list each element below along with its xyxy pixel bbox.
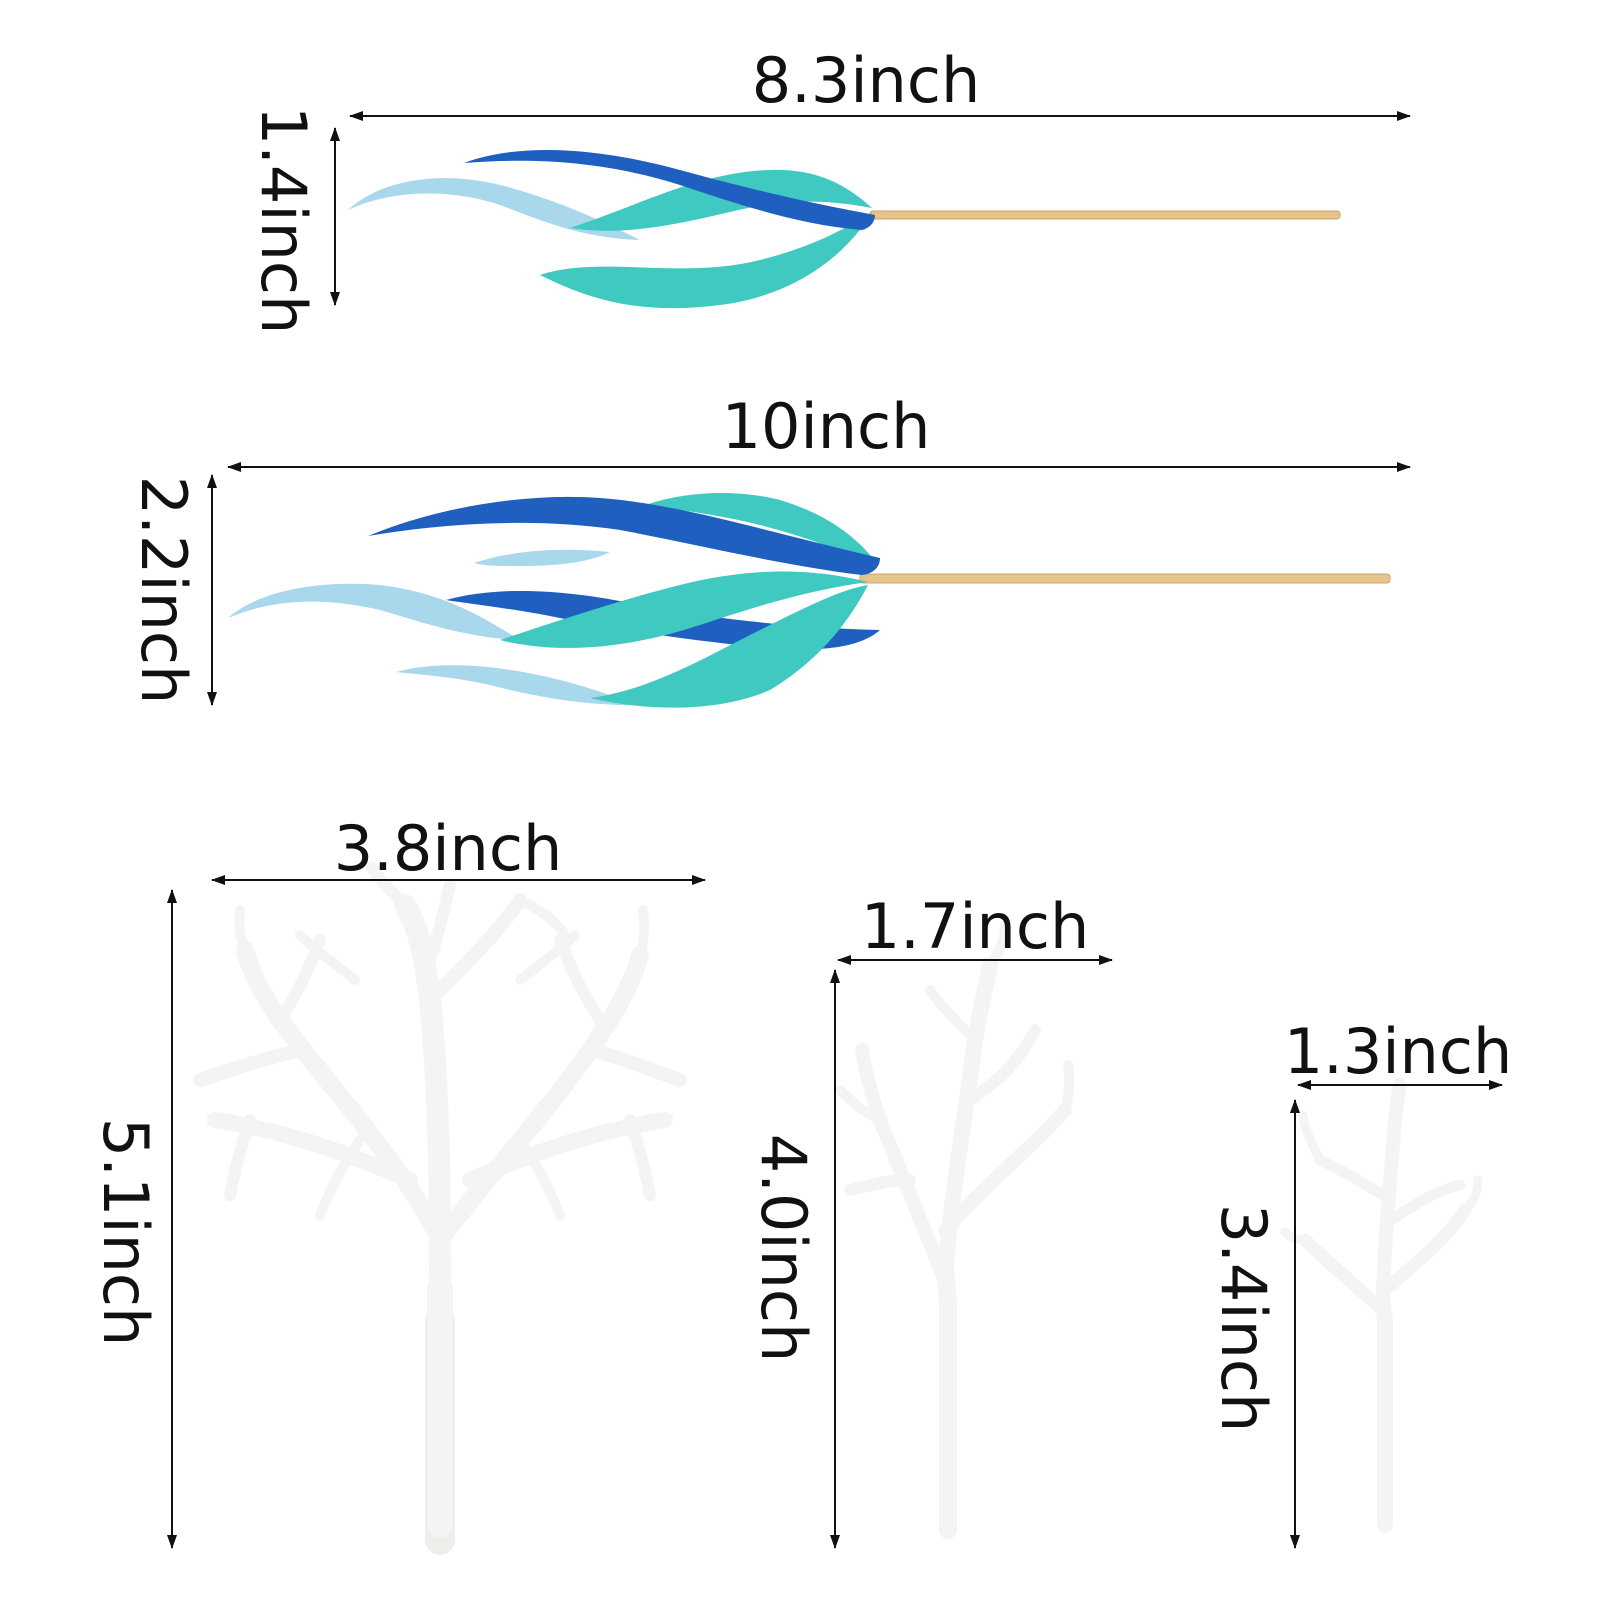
wooden-stick [869,210,1341,220]
label-coral-medium-height: 4.0inch [747,1134,820,1363]
dark-blue-blade-top [368,496,880,575]
label-coral-medium-width: 1.7inch [861,890,1090,963]
label-seaweed-large-width: 10inch [722,390,931,463]
teal-blade-upper [570,169,872,231]
wooden-stick [859,573,1391,584]
teal-blade-lower [540,212,872,309]
coral-tree-medium [835,920,1075,1539]
dimension-arrows [167,111,1503,1549]
light-blue-blade-top [474,549,610,566]
light-blue-blade-bottom [396,665,640,706]
teal-blade-mid [500,571,868,648]
label-coral-large-height: 5.1inch [89,1118,162,1347]
teal-blade-top [645,493,878,565]
light-blue-blade [348,178,640,240]
teal-blade-lower [590,585,868,708]
seaweed-topper-small [348,150,1341,309]
coral-trunk [1374,1292,1393,1533]
coral-tree-small [1280,1078,1483,1533]
coral-tree-large [193,862,687,1555]
label-seaweed-small-width: 8.3inch [752,44,981,117]
dark-blue-blade [464,150,875,230]
label-coral-large-width: 3.8inch [334,812,563,885]
dimension-labels: 8.3inch 1.4inch 10inch 2.2inch 3.8inch 5… [89,44,1512,1432]
label-seaweed-large-height: 2.2inch [127,476,200,705]
coral-trunk [936,1261,957,1539]
label-coral-small-height: 3.4inch [1207,1204,1280,1433]
seaweed-topper-large [228,493,1391,708]
label-seaweed-small-height: 1.4inch [247,106,320,335]
light-blue-blade-left [228,583,520,640]
label-coral-small-width: 1.3inch [1284,1015,1513,1088]
